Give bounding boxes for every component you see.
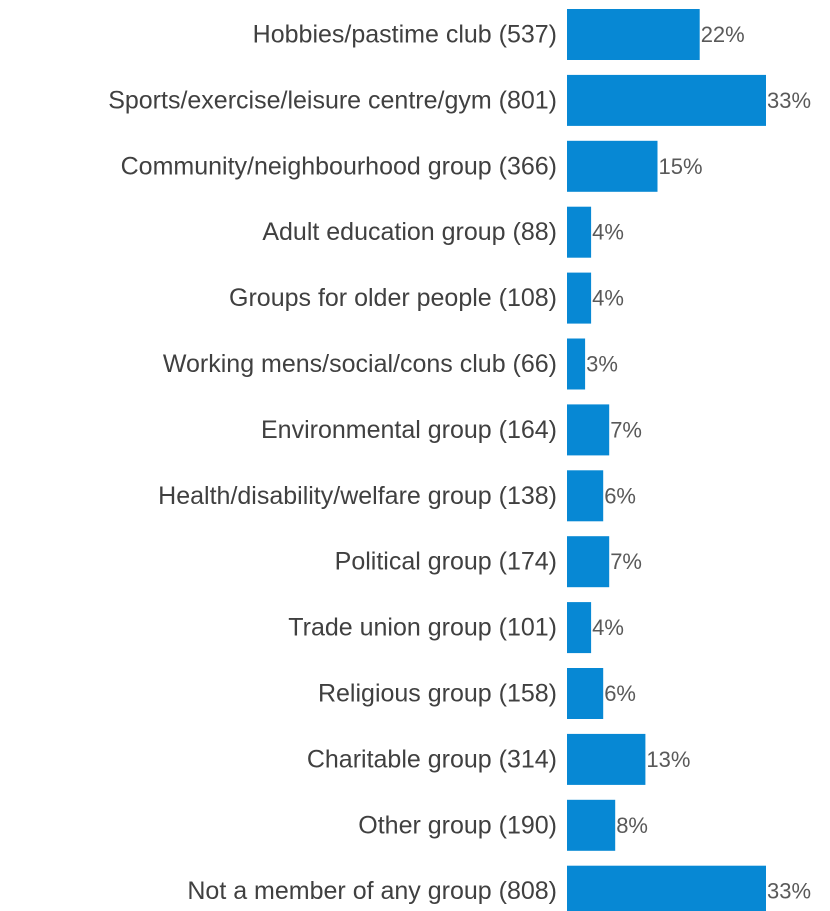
category-label: Trade union group (101)	[288, 614, 557, 642]
category-label: Other group (190)	[358, 811, 557, 839]
data-label: 4%	[592, 615, 624, 640]
data-label: 15%	[659, 154, 703, 179]
bar	[567, 668, 604, 719]
bar	[567, 338, 586, 390]
category-label: Community/neighbourhood group (366)	[121, 152, 557, 180]
bar	[567, 404, 610, 456]
bar	[567, 865, 766, 911]
category-label: Adult education group (88)	[262, 218, 557, 246]
data-label: 33%	[767, 88, 811, 113]
category-label: Health/disability/welfare group (138)	[158, 482, 557, 510]
data-label: 3%	[586, 352, 618, 377]
bar	[567, 140, 658, 192]
bar	[567, 74, 766, 126]
category-label: Hobbies/pastime club (537)	[253, 21, 557, 49]
bar	[567, 206, 592, 258]
bar	[567, 272, 592, 324]
category-label: Charitable group (314)	[307, 745, 557, 773]
bar	[567, 470, 604, 522]
category-label: Environmental group (164)	[261, 416, 557, 444]
bar	[567, 733, 646, 785]
data-label: 6%	[604, 483, 636, 508]
bar	[567, 9, 700, 60]
category-label: Groups for older people (108)	[229, 284, 557, 312]
data-label: 33%	[767, 879, 811, 904]
data-label: 6%	[604, 681, 636, 706]
data-label: 13%	[646, 747, 690, 772]
data-label: 7%	[610, 417, 642, 442]
data-label: 4%	[592, 286, 624, 311]
data-label: 22%	[701, 22, 745, 47]
category-label: Not a member of any group (808)	[187, 877, 557, 905]
data-label: 7%	[610, 549, 642, 574]
category-label: Working mens/social/cons club (66)	[163, 350, 557, 378]
bar	[567, 799, 616, 851]
category-labels: Hobbies/pastime club (537) Sports/exercis…	[108, 21, 557, 906]
category-label: Political group (174)	[335, 548, 557, 576]
category-label: Sports/exercise/leisure centre/gym (801)	[108, 86, 557, 114]
category-label: Religious group (158)	[318, 680, 557, 708]
bar	[567, 602, 592, 654]
value-labels: 22% 33% 15% 4% 4% 3% 7% 6% 7% 4% 6% 13% 8% 33%	[586, 22, 811, 904]
bars	[567, 9, 766, 911]
data-label: 4%	[592, 220, 624, 245]
data-label: 8%	[616, 813, 648, 838]
bar	[567, 536, 610, 588]
